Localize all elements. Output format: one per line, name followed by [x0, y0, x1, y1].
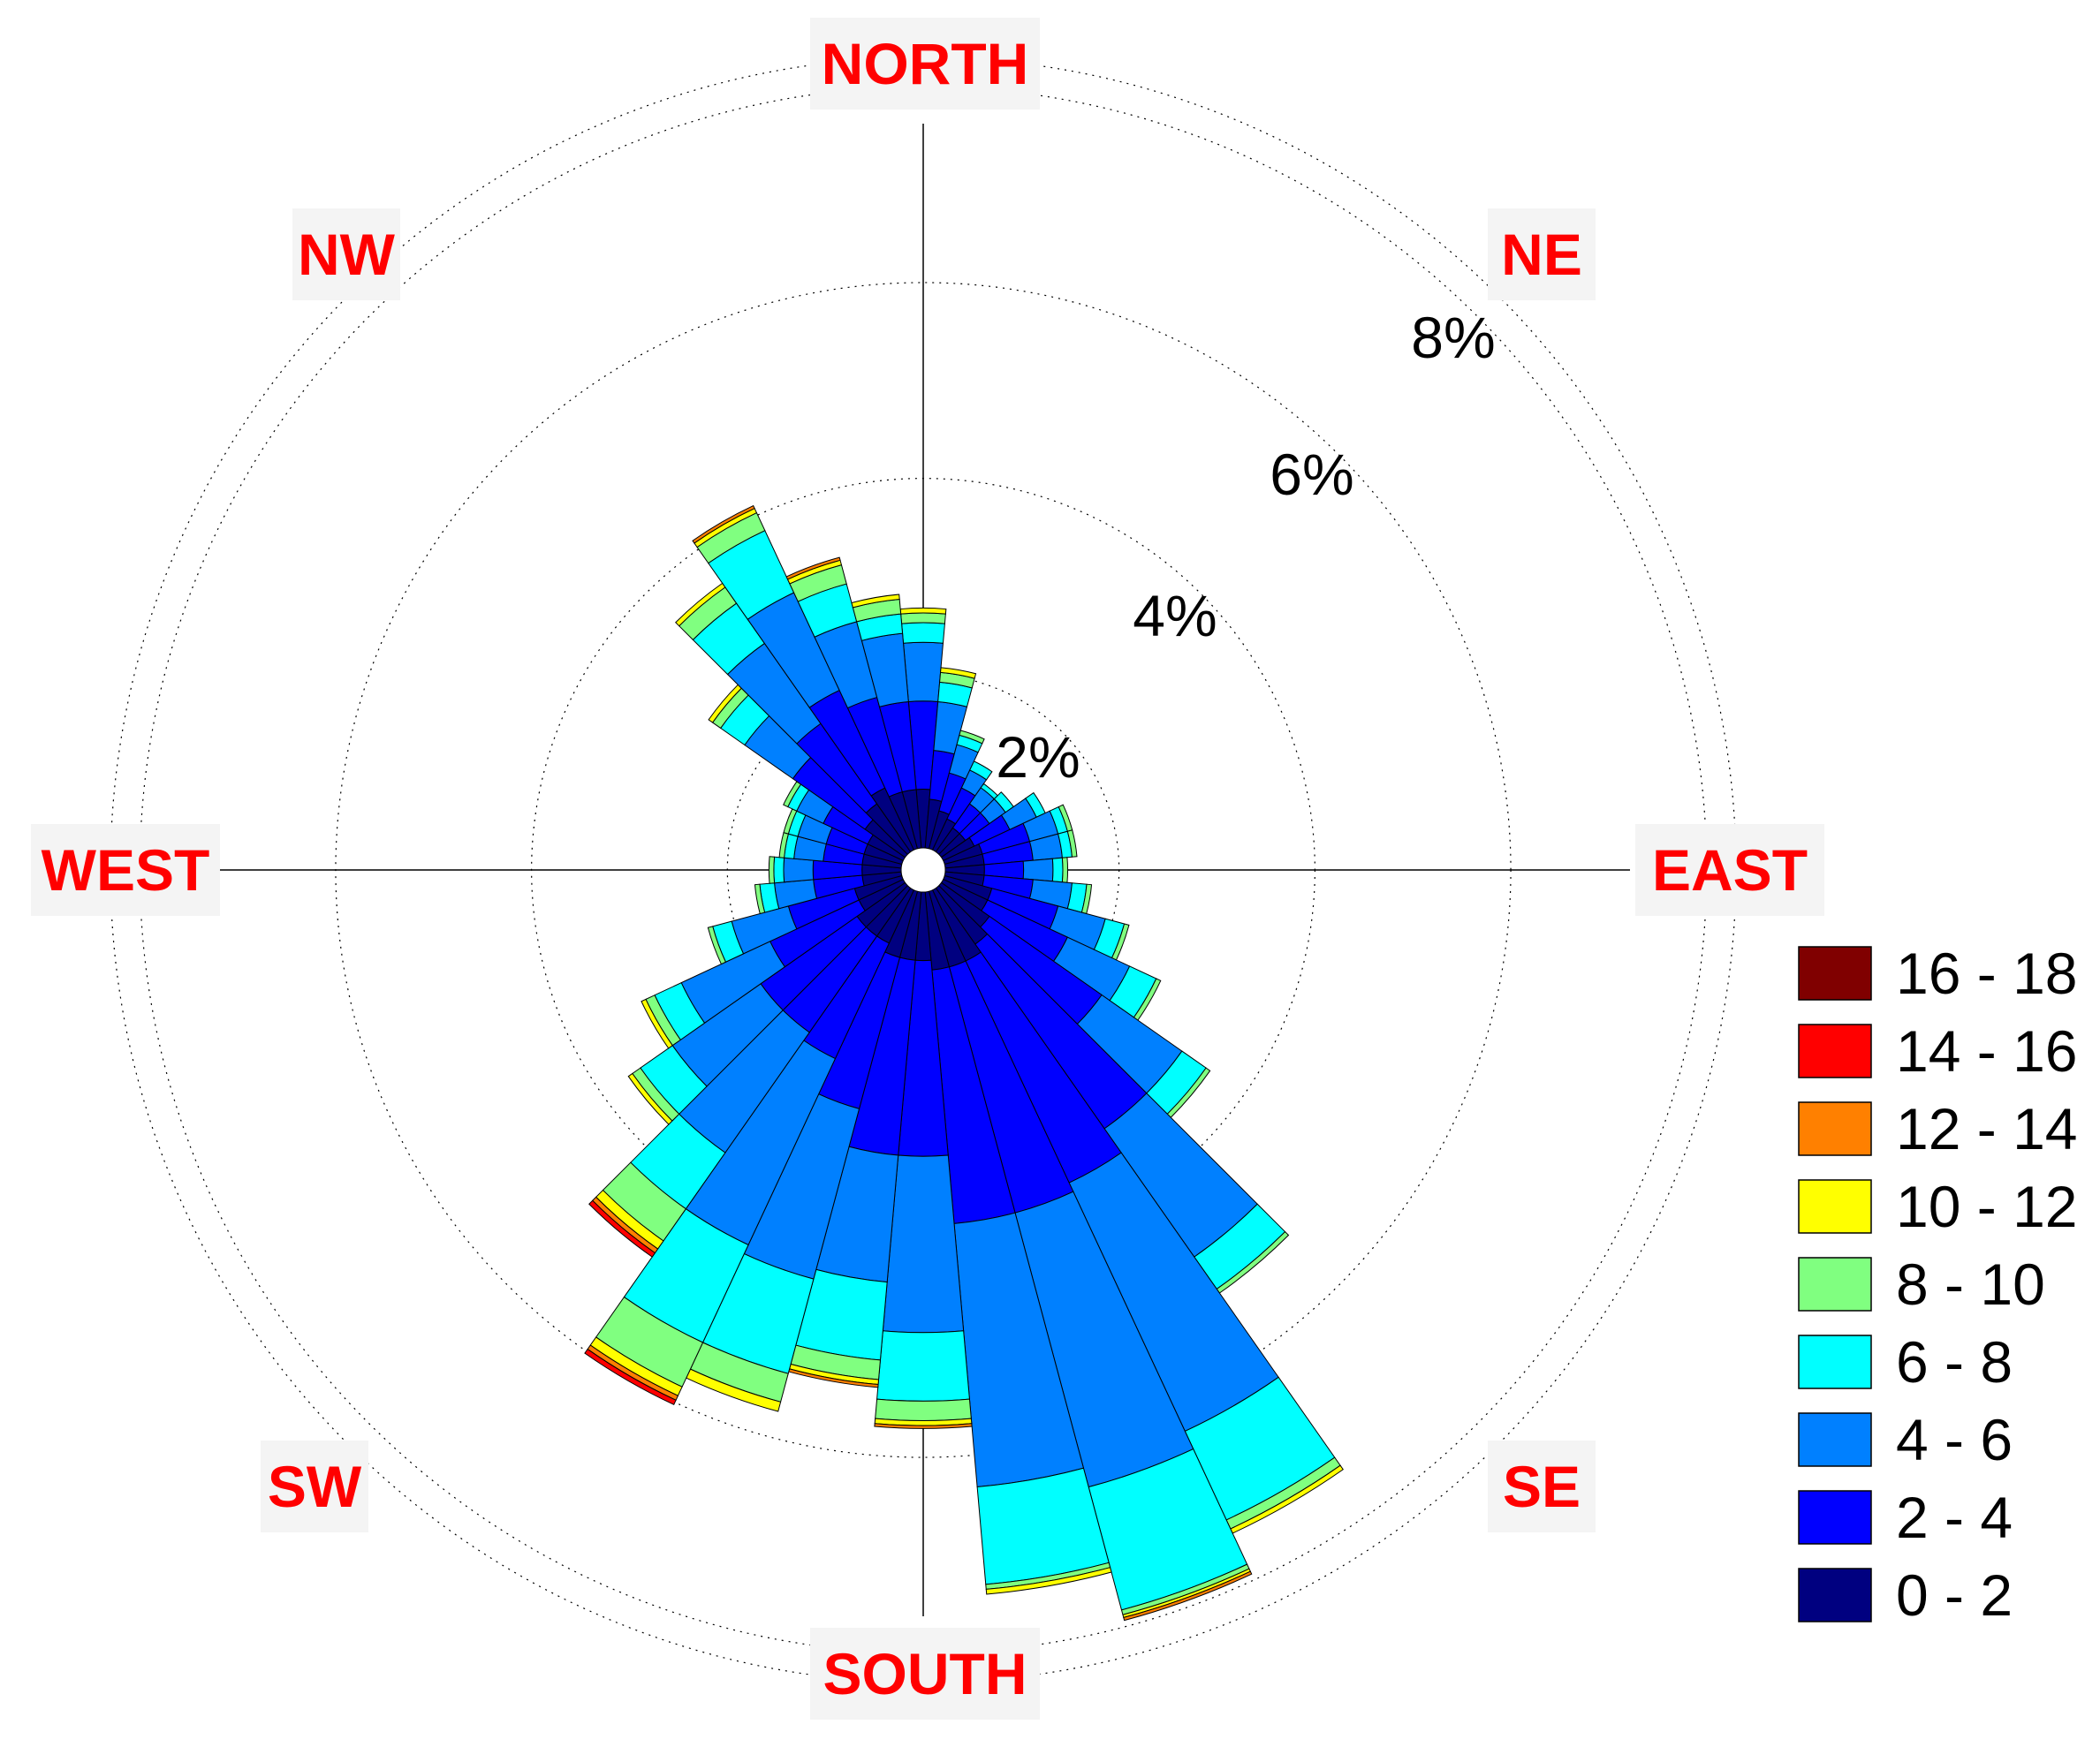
petal-270-bin-2 — [783, 857, 815, 883]
petal-90-bin-4 — [1061, 857, 1069, 883]
petal-330-bin-6 — [692, 504, 755, 544]
petal-0-bin-5 — [899, 607, 947, 615]
ring-label-8: 8% — [1411, 305, 1495, 370]
legend-label-8-10: 8 - 10 — [1896, 1252, 2045, 1317]
petal-270-bin-3 — [773, 856, 785, 884]
petal-250-bin-4 — [707, 926, 727, 965]
petal-0-bin-2 — [902, 641, 944, 703]
petal-20-bin-4 — [959, 730, 985, 745]
legend-swatch-4-6 — [1798, 1412, 1872, 1467]
direction-box-south — [810, 1628, 1040, 1720]
petal-10-bin-5 — [940, 667, 977, 679]
petal-350-bin-5 — [851, 594, 900, 609]
legend-label-12-14: 12 - 14 — [1896, 1096, 2077, 1161]
direction-label-west: WEST — [42, 837, 210, 903]
legend-label-2-4: 2 - 4 — [1896, 1485, 2013, 1550]
petal-260-bin-4 — [754, 883, 766, 915]
legend-swatch-0-2 — [1798, 1568, 1872, 1622]
direction-box-west — [31, 824, 220, 916]
direction-label-ne: NE — [1501, 222, 1582, 287]
petal-0-bin-4 — [900, 612, 946, 624]
legend-label-14-16: 14 - 16 — [1896, 1018, 2077, 1084]
legend-swatch-6-8 — [1798, 1335, 1872, 1389]
petal-220-bin-7 — [588, 1199, 656, 1258]
legend-swatch-2-4 — [1798, 1490, 1872, 1545]
petal-180-bin-4 — [875, 1398, 972, 1422]
petal-180-bin-6 — [874, 1423, 973, 1429]
legend-label-0-2: 0 - 2 — [1896, 1562, 2013, 1628]
legend-label-16-18: 16 - 18 — [1896, 941, 2077, 1006]
petal-230-bin-5 — [627, 1072, 673, 1125]
petal-30-bin-3 — [969, 760, 993, 781]
legend-label-10-12: 10 - 12 — [1896, 1174, 2077, 1239]
petal-180-bin-3 — [876, 1330, 970, 1402]
calm-center — [900, 847, 946, 893]
petal-170-bin-5 — [985, 1567, 1112, 1595]
legend-swatch-14-16 — [1798, 1024, 1872, 1078]
petal-270-bin-4 — [768, 856, 776, 884]
direction-label-east: EAST — [1652, 837, 1808, 903]
direction-label-nw: NW — [298, 222, 396, 287]
direction-box-se — [1488, 1441, 1596, 1532]
direction-label-south: SOUTH — [823, 1641, 1027, 1706]
direction-box-ne — [1488, 208, 1596, 300]
legend-label-6-8: 6 - 8 — [1896, 1329, 2013, 1395]
direction-labels: NORTH NE EAST SE SOUTH SW WEST NW — [31, 18, 1824, 1720]
petal-0-bin-3 — [901, 622, 945, 644]
petal-240-bin-5 — [641, 998, 673, 1049]
petal-160-bin-6 — [1123, 1570, 1253, 1622]
direction-label-north: NORTH — [822, 31, 1029, 96]
petal-340-bin-6 — [785, 556, 841, 580]
direction-box-sw — [261, 1441, 368, 1532]
ring-labels: 2% 4% 6% 8% — [996, 305, 1495, 790]
petal-group — [584, 504, 1344, 1622]
petal-80-bin-4 — [1066, 829, 1078, 858]
direction-box-nw — [292, 208, 400, 300]
legend-swatch-10-12 — [1798, 1179, 1872, 1234]
petal-90-bin-3 — [1051, 857, 1064, 883]
ring-label-2: 2% — [996, 724, 1080, 790]
legend-swatch-16-18 — [1798, 946, 1872, 1001]
legend: 16 - 18 14 - 16 12 - 14 10 - 12 8 - 10 6 - 8 4… — [1798, 941, 2077, 1628]
ring-label-6: 6% — [1270, 442, 1353, 507]
ring-label-4: 4% — [1133, 583, 1217, 648]
direction-box-east — [1635, 824, 1824, 916]
legend-swatch-8-10 — [1798, 1257, 1872, 1312]
legend-swatch-12-14 — [1798, 1101, 1872, 1156]
direction-label-se: SE — [1503, 1454, 1581, 1519]
direction-label-sw: SW — [268, 1454, 362, 1519]
petal-90-bin-2 — [1022, 858, 1054, 882]
petal-210-bin-7 — [584, 1348, 677, 1405]
legend-label-4-6: 4 - 6 — [1896, 1407, 2013, 1472]
direction-box-north — [810, 18, 1040, 110]
